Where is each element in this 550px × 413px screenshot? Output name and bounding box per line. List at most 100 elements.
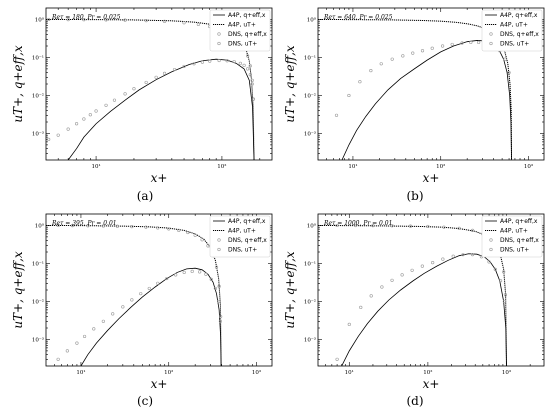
series-layer: [318, 18, 513, 160]
data-point: [246, 54, 250, 58]
data-point: [213, 286, 218, 291]
data-point: [450, 42, 454, 47]
data-point: [162, 19, 167, 23]
series-line-solid: [80, 267, 222, 366]
y-tick-label: 10⁻¹: [32, 260, 44, 267]
legend: A4P, q+eff,x A4P, uT+ DNS, q+eff,x DNS, uT+: [209, 9, 271, 52]
data-point: [196, 22, 200, 27]
data-point: [104, 103, 108, 107]
series-markers-3: [47, 58, 256, 141]
legend-entry: A4P, uT+: [228, 228, 256, 235]
data-point: [206, 244, 210, 248]
panel-annotation: Reτ = 395, Pr = 0.01: [51, 220, 117, 227]
y-tick-label: 10⁻³: [32, 130, 44, 137]
series-markers-3: [56, 269, 223, 361]
data-point: [111, 312, 115, 316]
data-point: [380, 285, 384, 289]
series-markers-3: [334, 40, 511, 117]
series-markers-4: [335, 223, 508, 297]
data-point: [94, 109, 98, 113]
data-point: [182, 21, 186, 25]
x-axis-label: x+: [151, 377, 168, 391]
x-tick-label: 10³: [502, 369, 511, 376]
data-point: [66, 18, 70, 22]
y-tick-label: 10⁻³: [32, 336, 44, 343]
data-point: [154, 75, 158, 79]
data-point: [426, 224, 430, 229]
data-point: [493, 267, 497, 271]
data-point: [250, 82, 254, 86]
data-point: [218, 319, 223, 323]
data-point: [56, 357, 60, 361]
panel-annotation: Reτ = 1000, Pr = 0.01: [323, 220, 392, 227]
data-point: [101, 319, 105, 323]
data-point: [182, 64, 186, 69]
data-point: [334, 113, 339, 117]
data-point: [461, 253, 465, 257]
data-point: [101, 224, 105, 228]
data-point: [200, 60, 205, 64]
data-point: [503, 293, 508, 297]
legend-entry: A4P, q+eff,x: [228, 12, 266, 19]
data-point: [182, 270, 186, 275]
series-layer: [318, 223, 508, 366]
x-tick-label: 10¹: [348, 163, 357, 170]
data-point: [335, 357, 339, 361]
data-point: [112, 98, 117, 102]
panel-caption: (c): [137, 394, 153, 408]
x-tick-label: 10¹: [76, 369, 85, 376]
x-tick-label: 10¹: [345, 369, 354, 376]
data-point: [88, 113, 92, 117]
data-point: [248, 73, 252, 77]
data-point: [47, 17, 51, 22]
data-point: [390, 57, 394, 61]
data-point: [65, 349, 69, 353]
y-tick-label: 10⁰: [307, 222, 317, 229]
data-point: [503, 57, 507, 61]
data-point: [139, 292, 143, 296]
x-tick-label: 10²: [164, 369, 173, 376]
minor-ticks: [318, 8, 544, 160]
data-point: [56, 133, 60, 137]
panel-3: 10¹ 10² 10³ 10⁻³ 10⁻² 10⁻¹ 10⁰ Reτ = 395, Pr = …: [11, 213, 273, 408]
minor-ticks: [46, 214, 272, 366]
legend-entry: A4P, uT+: [500, 228, 528, 235]
data-point: [192, 62, 196, 66]
data-point: [248, 64, 252, 68]
data-point: [431, 261, 435, 265]
data-point: [144, 80, 148, 85]
data-point: [115, 224, 119, 228]
legend-swatch-marker: [489, 32, 493, 36]
data-point: [217, 299, 221, 304]
legend-swatch-marker: [217, 41, 221, 46]
legend-swatch-marker: [217, 32, 221, 36]
x-axis-label: x+: [423, 171, 440, 185]
panel-caption: (b): [406, 189, 423, 203]
data-point: [358, 80, 362, 84]
data-point: [208, 59, 212, 63]
y-tick-label: 10⁰: [35, 16, 45, 23]
legend-swatch-marker: [489, 41, 493, 46]
data-point: [121, 305, 125, 309]
data-point: [123, 18, 127, 22]
data-point: [209, 277, 213, 282]
y-tick-label: 10⁻²: [304, 298, 316, 305]
data-point: [469, 40, 473, 44]
data-point: [502, 299, 506, 304]
data-point: [242, 63, 246, 67]
data-point: [167, 227, 171, 231]
series-layer: [46, 223, 223, 366]
legend-entry: DNS, q+eff,x: [500, 237, 539, 244]
panel-caption: (d): [406, 394, 423, 408]
legend-entry: DNS, uT+: [228, 247, 257, 254]
panel-caption: (a): [137, 189, 154, 203]
data-point: [70, 224, 75, 228]
legend-box: [209, 9, 271, 52]
x-tick-label: 10²: [423, 369, 432, 376]
data-point: [232, 59, 236, 64]
data-point: [498, 279, 503, 283]
minor-ticks: [46, 8, 272, 160]
x-tick-label: 10²: [217, 163, 226, 170]
y-tick-label: 10⁻¹: [304, 260, 316, 267]
